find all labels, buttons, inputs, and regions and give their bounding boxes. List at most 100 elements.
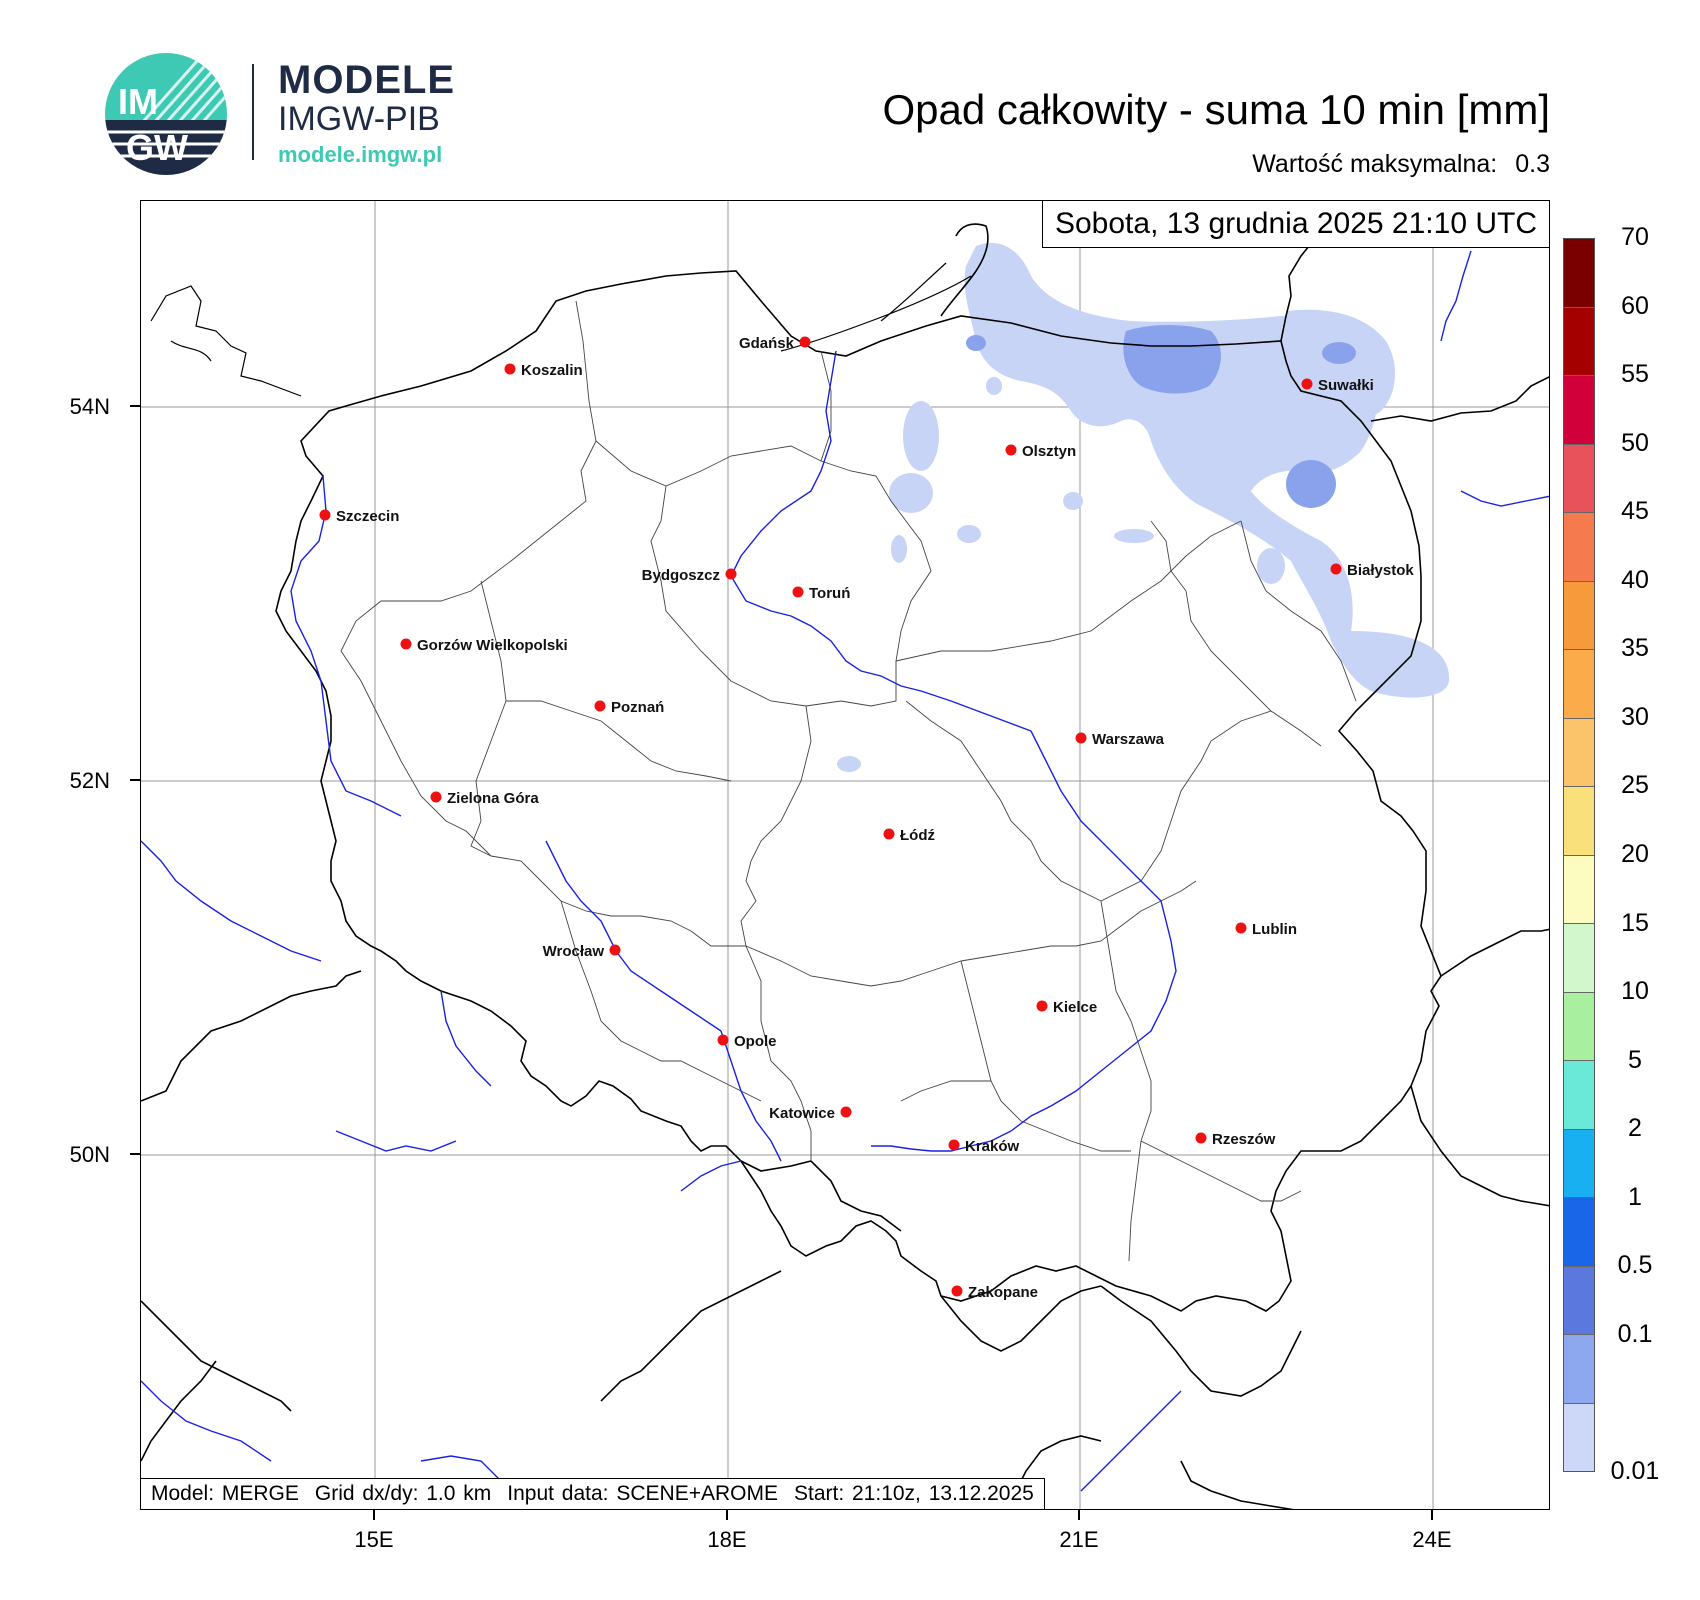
lon-tick: [726, 1510, 728, 1520]
colorbar-level-label: 0.5: [1617, 1251, 1653, 1280]
city-label: Opole: [734, 1033, 777, 1050]
colorbar-level-label: 25: [1621, 771, 1649, 800]
input-data: Input data: SCENE+AROME: [507, 1482, 778, 1505]
city-szczecin[interactable]: Szczecin: [319, 508, 400, 525]
city-gorzow[interactable]: Gorzów Wielkopolski: [400, 637, 568, 654]
colorbar-segment: [1564, 717, 1594, 786]
lon-tick: [1431, 1510, 1433, 1520]
colorbar-segment: [1564, 443, 1594, 512]
max-value-line: Wartość maksymalna: 0.3: [1252, 150, 1550, 179]
city-label: Bydgoszcz: [642, 567, 720, 584]
start-time: Start: 21:10z, 13.12.2025: [793, 1482, 1034, 1505]
lon-label-24e: 24E: [1412, 1527, 1452, 1552]
city-label: Zielona Góra: [447, 790, 539, 807]
city-torun[interactable]: Toruń: [792, 585, 851, 602]
colorbar-segment: [1564, 306, 1594, 375]
logo-divider: [252, 64, 254, 160]
city-label: Kielce: [1053, 999, 1097, 1016]
imgw-logo: IM GW: [105, 53, 227, 175]
city-zielona-gora[interactable]: Zielona Góra: [430, 790, 540, 807]
colorbar-segment: [1564, 923, 1594, 992]
colorbar-segment: [1564, 580, 1594, 649]
colorbar-level-label: 70: [1621, 223, 1649, 251]
city-label: Wrocław: [543, 943, 605, 960]
province-borders: [340, 300, 1357, 1262]
city-label: Koszalin: [521, 362, 583, 379]
precipitation-areas: [837, 242, 1450, 772]
city-warszawa[interactable]: Warszawa: [1075, 731, 1165, 748]
lon-label-18e: 18E: [707, 1527, 747, 1552]
logo-text-top: IM: [118, 81, 158, 122]
city-label: Gorzów Wielkopolski: [417, 637, 568, 654]
max-value-label: Wartość maksymalna:: [1252, 150, 1498, 178]
colorbar-level-label: 45: [1621, 497, 1649, 526]
city-suwalki[interactable]: Suwałki: [1301, 377, 1374, 394]
max-value: 0.3: [1515, 150, 1550, 178]
city-label: Poznań: [611, 699, 664, 716]
lon-tick: [373, 1510, 375, 1520]
brand-url[interactable]: modele.imgw.pl: [278, 142, 443, 167]
lat-label-54n: 54N: [69, 394, 110, 419]
colorbar-segment: [1564, 854, 1594, 923]
colorbar-segment: [1564, 1197, 1594, 1266]
rivers: [141, 250, 1549, 1502]
city-label: Rzeszów: [1212, 1131, 1276, 1148]
graticule: [141, 201, 1549, 1509]
colorbar-level-label: 20: [1621, 840, 1649, 868]
colorbar-segment: [1564, 512, 1594, 581]
city-label: Lublin: [1252, 921, 1297, 938]
colorbar-level-label: 0.01: [1610, 1457, 1660, 1485]
colorbar-level-label: 40: [1621, 565, 1649, 594]
lon-tick: [1078, 1510, 1080, 1520]
city-bydgoszcz[interactable]: Bydgoszcz: [642, 567, 737, 584]
model-info-box: Model: MERGE Grid dx/dy: 1.0 km Input data…: [141, 1478, 1045, 1509]
city-label: Suwałki: [1318, 377, 1374, 394]
colorbar-segment: [1564, 1060, 1594, 1129]
city-olsztyn[interactable]: Olsztyn: [1005, 443, 1077, 460]
lat-label-52n: 52N: [69, 768, 110, 793]
colorbar-segment: [1564, 991, 1594, 1060]
city-katowice[interactable]: Katowice: [769, 1105, 852, 1122]
map-title: Opad całkowity - suma 10 min [mm]: [882, 86, 1550, 133]
map-canvas: Gdańsk Koszalin Suwałki Olsztyn Szczecin…: [141, 201, 1549, 1509]
city-lublin[interactable]: Lublin: [1235, 921, 1298, 938]
colorbar-segment: [1564, 239, 1594, 307]
city-label: Łódź: [900, 827, 935, 844]
city-krakow[interactable]: Kraków: [948, 1138, 1020, 1155]
city-label: Katowice: [769, 1105, 835, 1122]
city-poznan[interactable]: Poznań: [594, 699, 665, 716]
city-gdansk[interactable]: Gdańsk: [739, 335, 811, 352]
city-label: Gdańsk: [739, 335, 795, 352]
city-opole[interactable]: Opole: [717, 1033, 777, 1050]
city-markers: Gdańsk Koszalin Suwałki Olsztyn Szczecin…: [319, 335, 1415, 1301]
city-lodz[interactable]: Łódź: [883, 827, 936, 844]
city-zakopane[interactable]: Zakopane: [951, 1284, 1039, 1301]
lat-tick: [130, 1153, 140, 1155]
city-label: Olsztyn: [1022, 443, 1076, 460]
colorbar-segment: [1564, 1265, 1594, 1334]
city-koszalin[interactable]: Koszalin: [504, 362, 583, 379]
precipitation-map[interactable]: Gdańsk Koszalin Suwałki Olsztyn Szczecin…: [140, 200, 1550, 1510]
colorbar-segment: [1564, 1128, 1594, 1197]
colorbar-level-label: 55: [1621, 360, 1649, 389]
lon-label-15e: 15E: [354, 1527, 394, 1552]
city-label: Białystok: [1347, 562, 1414, 579]
colorbar-level-label: 0.1: [1617, 1319, 1653, 1348]
colorbar-level-label: 2: [1628, 1114, 1642, 1143]
country-borders: [141, 210, 1549, 1509]
city-bialystok[interactable]: Białystok: [1330, 562, 1415, 579]
city-wroclaw[interactable]: Wrocław: [543, 943, 621, 960]
lat-label-50n: 50N: [69, 1142, 110, 1167]
colorbar-level-label: 15: [1621, 908, 1649, 937]
city-kielce[interactable]: Kielce: [1036, 999, 1098, 1016]
brand-name: MODELE: [278, 58, 456, 102]
colorbar-level-label: 60: [1621, 291, 1649, 320]
lat-tick: [130, 779, 140, 781]
precipitation-colorbar: [1563, 238, 1595, 1472]
colorbar-level-label: 1: [1628, 1182, 1642, 1211]
lat-tick: [130, 405, 140, 407]
city-rzeszow[interactable]: Rzeszów: [1195, 1131, 1276, 1148]
city-label: Szczecin: [336, 508, 399, 525]
city-label: Zakopane: [968, 1284, 1038, 1301]
brand-org: IMGW-PIB: [278, 100, 440, 138]
